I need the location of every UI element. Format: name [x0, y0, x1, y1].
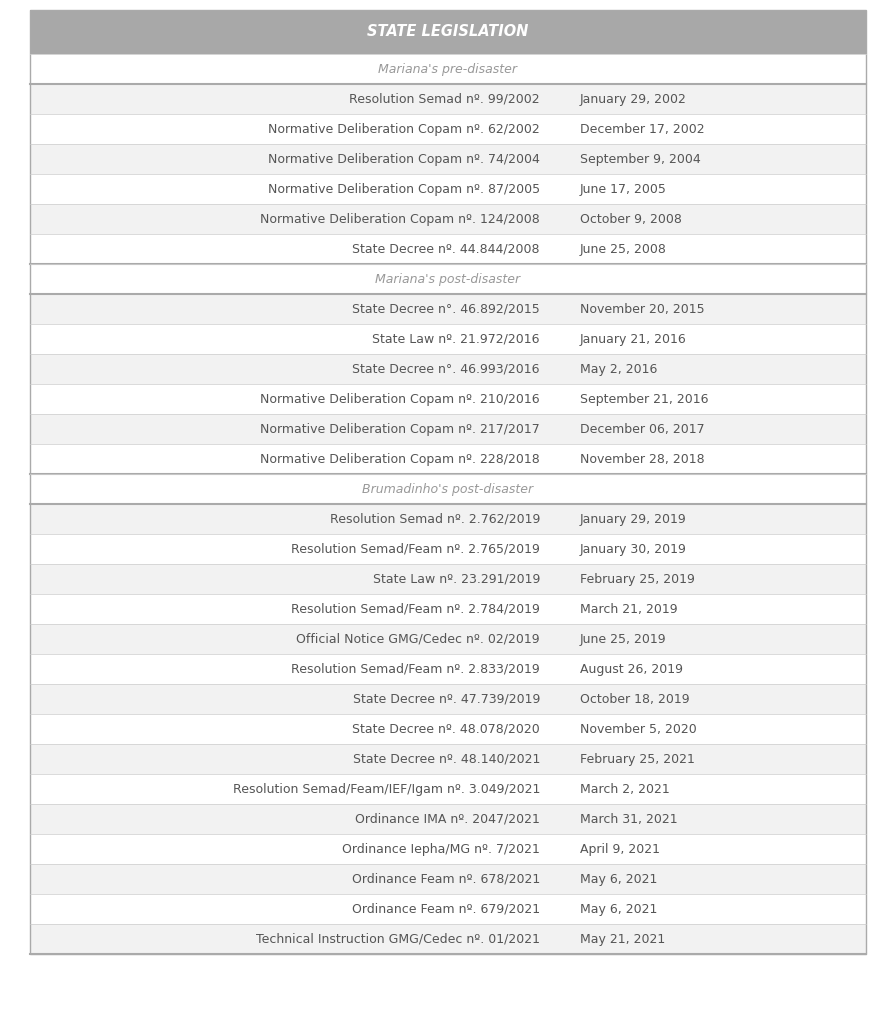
Text: December 06, 2017: December 06, 2017 [580, 423, 704, 435]
Bar [30, 564, 866, 594]
Bar [30, 294, 866, 324]
Text: June 17, 2005: June 17, 2005 [580, 182, 667, 196]
Text: October 9, 2008: October 9, 2008 [580, 213, 682, 225]
Text: Ordinance Feam nº. 678/2021: Ordinance Feam nº. 678/2021 [352, 872, 540, 886]
Bar [30, 174, 866, 204]
Text: August 26, 2019: August 26, 2019 [580, 663, 683, 676]
Text: Normative Deliberation Copam nº. 87/2005: Normative Deliberation Copam nº. 87/2005 [268, 182, 540, 196]
Text: Resolution Semad/Feam/IEF/Igam nº. 3.049/2021: Resolution Semad/Feam/IEF/Igam nº. 3.049… [233, 782, 540, 796]
Text: November 20, 2015: November 20, 2015 [580, 302, 704, 315]
Text: State Decree n°. 46.892/2015: State Decree n°. 46.892/2015 [352, 302, 540, 315]
Text: February 25, 2021: February 25, 2021 [580, 753, 695, 766]
Bar [30, 924, 866, 954]
Bar [30, 744, 866, 774]
Text: December 17, 2002: December 17, 2002 [580, 123, 704, 135]
Bar [30, 114, 866, 144]
Bar [30, 864, 866, 894]
Bar [30, 594, 866, 624]
Text: Ordinance Iepha/MG nº. 7/2021: Ordinance Iepha/MG nº. 7/2021 [342, 843, 540, 855]
Text: March 31, 2021: March 31, 2021 [580, 812, 677, 825]
Text: Mariana's post-disaster: Mariana's post-disaster [375, 272, 521, 286]
Text: Resolution Semad/Feam nº. 2.833/2019: Resolution Semad/Feam nº. 2.833/2019 [291, 663, 540, 676]
Text: November 28, 2018: November 28, 2018 [580, 453, 704, 466]
Text: Resolution Semad nº. 99/2002: Resolution Semad nº. 99/2002 [349, 92, 540, 105]
Text: October 18, 2019: October 18, 2019 [580, 692, 690, 706]
Text: May 2, 2016: May 2, 2016 [580, 362, 658, 376]
Text: State Decree nº. 48.078/2020: State Decree nº. 48.078/2020 [352, 723, 540, 735]
Text: Resolution Semad/Feam nº. 2.765/2019: Resolution Semad/Feam nº. 2.765/2019 [291, 543, 540, 555]
Text: Brumadinho's post-disaster: Brumadinho's post-disaster [363, 482, 533, 496]
Bar [30, 444, 866, 474]
Text: Normative Deliberation Copam nº. 62/2002: Normative Deliberation Copam nº. 62/2002 [268, 123, 540, 135]
Text: Normative Deliberation Copam nº. 210/2016: Normative Deliberation Copam nº. 210/201… [261, 392, 540, 406]
Bar [30, 384, 866, 414]
Text: Normative Deliberation Copam nº. 228/2018: Normative Deliberation Copam nº. 228/201… [260, 453, 540, 466]
Text: March 2, 2021: March 2, 2021 [580, 782, 669, 796]
Bar [30, 894, 866, 924]
Bar [30, 774, 866, 804]
Text: Normative Deliberation Copam nº. 217/2017: Normative Deliberation Copam nº. 217/201… [260, 423, 540, 435]
Bar [30, 354, 866, 384]
Text: January 21, 2016: January 21, 2016 [580, 333, 686, 345]
Text: May 6, 2021: May 6, 2021 [580, 872, 658, 886]
Text: June 25, 2008: June 25, 2008 [580, 243, 667, 256]
Bar [30, 234, 866, 264]
Text: Normative Deliberation Copam nº. 74/2004: Normative Deliberation Copam nº. 74/2004 [268, 153, 540, 166]
Bar [30, 204, 866, 234]
Bar [30, 684, 866, 714]
Text: State Decree nº. 48.140/2021: State Decree nº. 48.140/2021 [353, 753, 540, 766]
Text: Ordinance IMA nº. 2047/2021: Ordinance IMA nº. 2047/2021 [355, 812, 540, 825]
Bar [30, 474, 866, 504]
Text: April 9, 2021: April 9, 2021 [580, 843, 660, 855]
Text: STATE LEGISLATION: STATE LEGISLATION [367, 25, 529, 40]
Text: November 5, 2020: November 5, 2020 [580, 723, 697, 735]
Bar [30, 504, 866, 534]
Text: Mariana's pre-disaster: Mariana's pre-disaster [378, 62, 518, 76]
Text: Ordinance Feam nº. 679/2021: Ordinance Feam nº. 679/2021 [352, 902, 540, 915]
Text: State Decree nº. 47.739/2019: State Decree nº. 47.739/2019 [353, 692, 540, 706]
Bar [30, 654, 866, 684]
Text: March 21, 2019: March 21, 2019 [580, 602, 677, 615]
Bar [30, 324, 866, 354]
Bar [30, 804, 866, 834]
Text: Normative Deliberation Copam nº. 124/2008: Normative Deliberation Copam nº. 124/200… [260, 213, 540, 225]
Text: January 30, 2019: January 30, 2019 [580, 543, 687, 555]
Bar [30, 624, 866, 654]
Text: State Decree nº. 44.844/2008: State Decree nº. 44.844/2008 [352, 243, 540, 256]
Text: June 25, 2019: June 25, 2019 [580, 633, 667, 645]
Bar [30, 10, 866, 54]
Bar [30, 714, 866, 744]
Text: February 25, 2019: February 25, 2019 [580, 572, 695, 586]
Bar [30, 264, 866, 294]
Bar [30, 84, 866, 114]
Text: May 6, 2021: May 6, 2021 [580, 902, 658, 915]
Text: Resolution Semad nº. 2.762/2019: Resolution Semad nº. 2.762/2019 [330, 512, 540, 525]
Text: State Law nº. 21.972/2016: State Law nº. 21.972/2016 [373, 333, 540, 345]
Text: September 21, 2016: September 21, 2016 [580, 392, 709, 406]
Bar [30, 414, 866, 444]
Text: January 29, 2002: January 29, 2002 [580, 92, 687, 105]
Bar [30, 534, 866, 564]
Text: State Law nº. 23.291/2019: State Law nº. 23.291/2019 [373, 572, 540, 586]
Text: Resolution Semad/Feam nº. 2.784/2019: Resolution Semad/Feam nº. 2.784/2019 [291, 602, 540, 615]
Text: State Decree n°. 46.993/2016: State Decree n°. 46.993/2016 [352, 362, 540, 376]
Bar [30, 54, 866, 84]
Text: Technical Instruction GMG/Cedec nº. 01/2021: Technical Instruction GMG/Cedec nº. 01/2… [256, 933, 540, 945]
Text: May 21, 2021: May 21, 2021 [580, 933, 665, 945]
Bar [30, 144, 866, 174]
Text: September 9, 2004: September 9, 2004 [580, 153, 701, 166]
Text: Official Notice GMG/Cedec nº. 02/2019: Official Notice GMG/Cedec nº. 02/2019 [297, 633, 540, 645]
Text: January 29, 2019: January 29, 2019 [580, 512, 686, 525]
Bar [30, 834, 866, 864]
